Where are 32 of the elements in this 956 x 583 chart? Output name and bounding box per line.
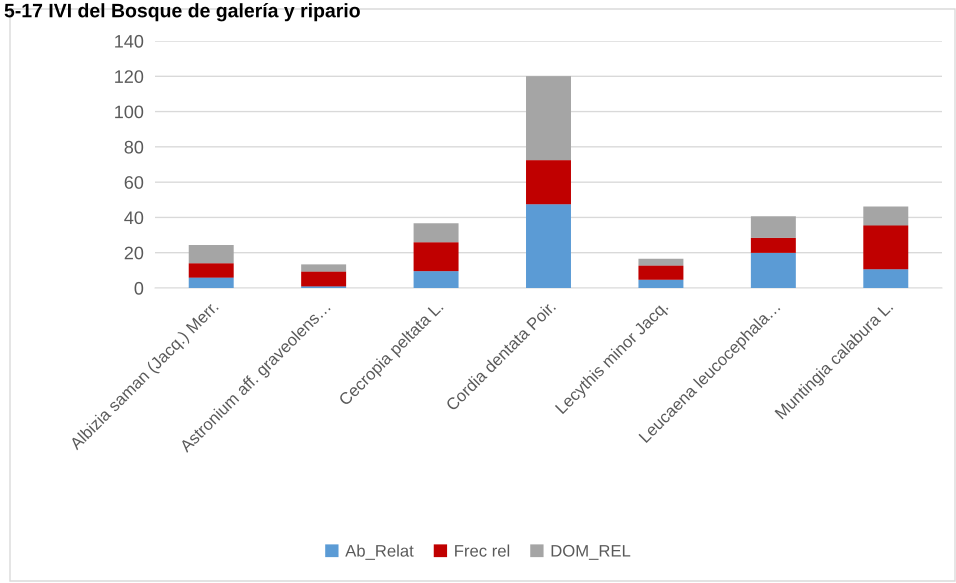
bar <box>638 266 684 280</box>
chart-title: 5-17 IVI del Bosque de galería y ripario <box>4 3 360 22</box>
y-tick-label: 80 <box>124 140 144 154</box>
bar <box>188 278 234 288</box>
y-tick-label: 100 <box>115 106 144 118</box>
y-tick-label: 120 <box>115 70 144 84</box>
bar <box>863 269 908 288</box>
y-tick-label: 20 <box>124 246 144 260</box>
y-tick-label: 40 <box>124 211 144 224</box>
bar <box>526 204 571 288</box>
bar <box>526 76 571 160</box>
bar <box>638 280 684 288</box>
bar <box>863 206 908 226</box>
y-tick-label: 140 <box>115 34 144 48</box>
bar <box>188 244 234 264</box>
legend-label: Frec rel <box>455 544 510 557</box>
y-tick-label: 0 <box>134 282 144 295</box>
bar <box>301 264 346 272</box>
bar <box>638 258 684 266</box>
bar <box>301 272 346 286</box>
bar <box>750 216 796 238</box>
legend-label: DOM_REL <box>552 544 630 560</box>
bar <box>188 263 234 278</box>
legend-label: Ab_Relat <box>345 544 414 560</box>
y-tick-label: 60 <box>124 176 144 189</box>
bar <box>750 252 796 288</box>
bar <box>750 238 796 253</box>
bar <box>863 226 908 270</box>
bar <box>414 242 459 272</box>
bar <box>414 271 459 288</box>
bar <box>526 160 571 204</box>
bar <box>414 223 459 242</box>
